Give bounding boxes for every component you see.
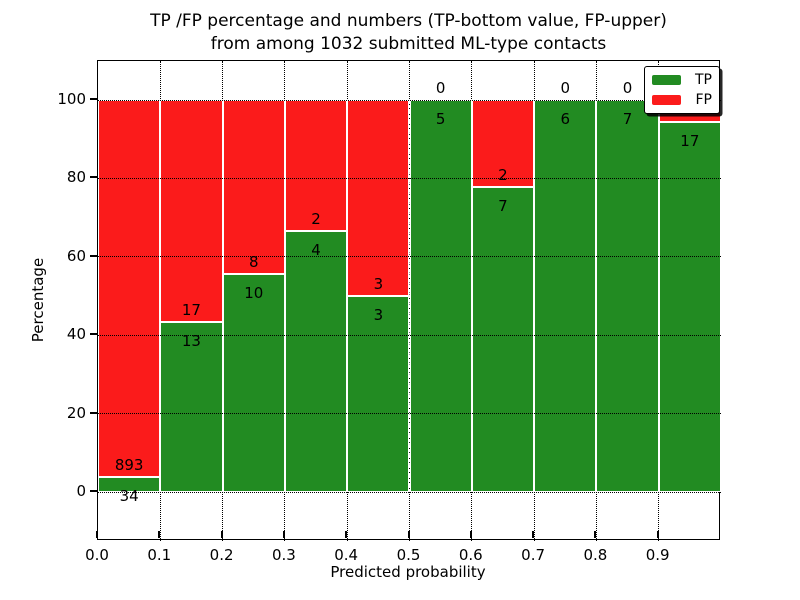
y-tick-label: 80 — [66, 168, 86, 187]
bar-segment-tp — [409, 100, 472, 492]
y-tick-label: 100 — [57, 90, 86, 108]
horizontal-gridline — [98, 413, 721, 415]
tp-legend-swatch-icon — [652, 75, 681, 85]
fp-count-label: 0 — [622, 79, 633, 97]
tp-count-label: 34 — [119, 487, 139, 506]
vertical-gridline-overlay — [409, 100, 410, 492]
tp-count-label: 7 — [622, 110, 633, 128]
x-axis-tick — [407, 531, 410, 538]
fp-count-label: 893 — [114, 456, 144, 475]
fp-count-label: 3 — [373, 275, 384, 293]
x-tick-label: 0.3 — [271, 546, 296, 564]
vertical-gridline-overlay — [284, 100, 286, 492]
x-axis-tick — [656, 531, 659, 538]
legend-item-tp: TP — [652, 73, 712, 87]
horizontal-gridline — [98, 491, 721, 493]
bar-segment-tp — [160, 322, 223, 492]
fp-count-label: 2 — [311, 209, 321, 228]
vertical-gridline-overlay — [222, 100, 224, 492]
tp-count-label: 17 — [680, 131, 700, 150]
bar-segment-fp — [284, 100, 348, 231]
bar-segment-tp — [534, 100, 597, 492]
x-axis-tick — [594, 531, 597, 538]
fp-count-label: 2 — [498, 166, 508, 185]
vertical-gridline-overlay — [595, 100, 597, 492]
horizontal-gridline — [98, 256, 721, 258]
x-axis-tick — [96, 531, 98, 538]
bar-segment-fp — [222, 100, 285, 275]
x-axis-tick — [282, 531, 285, 538]
x-axis-tick — [469, 531, 472, 538]
y-axis-tick — [90, 333, 97, 336]
bar-segment-tp — [284, 230, 348, 492]
legend-item-fp: FP — [652, 93, 712, 107]
fp-legend-swatch-icon — [652, 95, 681, 105]
x-tick-label: 0.2 — [209, 546, 234, 564]
horizontal-gridline — [98, 177, 721, 179]
chart-title-line2: from among 1032 submitted ML-type contac… — [210, 34, 607, 54]
plot-area: 893 34 17 13 8 10 2 4 3 3 0 5 2 7 0 6 0 7 17 — [97, 60, 721, 541]
vertical-gridline-overlay — [346, 100, 348, 492]
tp-count-label: 5 — [435, 110, 446, 128]
fp-count-label: 0 — [560, 79, 571, 97]
y-tick-label: 0 — [76, 482, 86, 500]
tp-count-label: 10 — [244, 284, 264, 303]
bar-segment-fp — [98, 100, 161, 478]
x-axis-label: Predicted probability — [330, 563, 486, 581]
fp-count-label: 17 — [181, 301, 201, 320]
chart-title-line1: TP /FP percentage and numbers (TP-bottom… — [150, 11, 667, 31]
x-tick-label: 0.4 — [334, 546, 359, 564]
bar-segment-tp — [596, 100, 659, 492]
vertical-gridline-overlay — [658, 100, 660, 492]
tp-count-label: 7 — [498, 197, 508, 216]
y-axis-tick — [90, 411, 97, 414]
x-tick-label: 0.7 — [521, 546, 546, 564]
fp-count-label: 8 — [248, 253, 259, 272]
x-axis-tick — [345, 531, 348, 538]
tp-count-label: 3 — [373, 306, 384, 324]
tp-count-label: 6 — [560, 110, 571, 128]
x-tick-label: 0.1 — [147, 546, 172, 564]
bar-segment-fp — [160, 100, 223, 323]
legend-label-fp: FP — [695, 92, 713, 108]
x-tick-label: 0.0 — [85, 546, 109, 564]
x-tick-label: 0.8 — [583, 546, 608, 564]
x-axis-tick — [220, 531, 223, 538]
vertical-gridline-overlay — [533, 100, 535, 492]
y-axis-tick — [90, 490, 97, 492]
vertical-gridline-overlay — [159, 100, 161, 492]
bar-segment-tp — [347, 296, 410, 492]
y-tick-label: 60 — [66, 246, 86, 265]
x-axis-tick — [532, 531, 535, 538]
legend-label-tp: TP — [695, 72, 712, 88]
bar-segment-tp — [222, 274, 285, 492]
x-axis-tick — [158, 531, 161, 538]
bar-segment-fp — [347, 100, 410, 296]
y-axis-tick — [90, 176, 97, 179]
bar-segment-fp — [471, 100, 535, 188]
vertical-gridline-overlay — [471, 100, 473, 492]
y-tick-label: 20 — [66, 403, 86, 422]
bar-segment-tp — [658, 121, 721, 492]
bar-segment-tp — [471, 187, 535, 492]
legend: TP FP — [644, 66, 720, 114]
x-tick-label: 0.5 — [396, 546, 421, 564]
horizontal-gridline — [98, 99, 721, 101]
y-axis-tick — [90, 98, 97, 100]
x-tick-label: 0.6 — [458, 546, 483, 564]
y-axis-tick — [90, 254, 97, 257]
tp-count-label: 13 — [181, 332, 201, 351]
y-tick-label: 40 — [66, 325, 86, 344]
x-tick-label: 0.9 — [645, 546, 670, 564]
tp-count-label: 4 — [311, 240, 321, 259]
fp-count-label: 0 — [435, 79, 446, 97]
horizontal-gridline — [98, 334, 721, 336]
